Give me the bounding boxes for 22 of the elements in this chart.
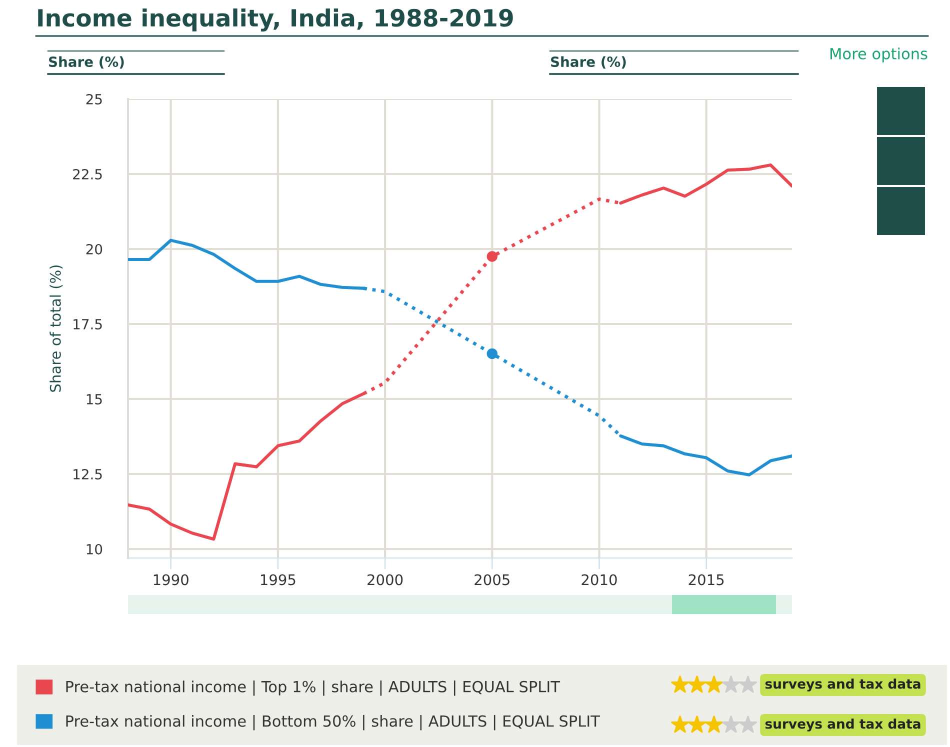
legend-label: Pre-tax national income | Bottom 50% | share | ADULTS | EQUAL SPLIT bbox=[66, 714, 600, 730]
y-tick-label: 17.5 bbox=[74, 319, 102, 330]
y-tick-label: 20 bbox=[86, 244, 102, 254]
text: More options bbox=[830, 48, 928, 62]
y-tick-label: 10 bbox=[86, 544, 102, 554]
y-tick-label: 15 bbox=[86, 394, 102, 404]
y-tick-label: 25 bbox=[86, 94, 102, 104]
text: Share (%) bbox=[550, 56, 626, 69]
y-axis-title: Share of total (%) bbox=[50, 265, 63, 392]
legend-label: Pre-tax national income | Top 1% | share | ADULTS | EQUAL SPLIT bbox=[66, 680, 560, 696]
chart-title: Income inequality, India, 1988-2019 bbox=[38, 8, 513, 32]
text: surveys and tax data bbox=[765, 718, 920, 732]
x-tick-label: 2005 bbox=[474, 574, 510, 586]
x-tick-label: 2015 bbox=[688, 574, 724, 586]
text: surveys and tax data bbox=[765, 678, 920, 692]
text: Share (%) bbox=[48, 56, 124, 69]
x-tick-label: 2000 bbox=[368, 574, 403, 586]
x-tick-label: 2010 bbox=[582, 574, 617, 586]
y-tick-label: 22.5 bbox=[73, 168, 102, 180]
x-tick-label: 1990 bbox=[154, 574, 188, 586]
x-tick-label: 1995 bbox=[260, 574, 296, 586]
y-tick-label: 12.5 bbox=[74, 468, 102, 480]
